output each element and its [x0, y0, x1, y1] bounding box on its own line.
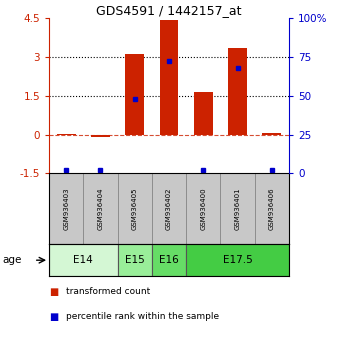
Bar — [57, 134, 76, 135]
Bar — [125, 54, 144, 135]
Bar — [152, 173, 186, 244]
Text: transformed count: transformed count — [66, 287, 150, 296]
Text: GSM936406: GSM936406 — [269, 188, 275, 230]
Bar — [262, 133, 281, 135]
Bar — [186, 173, 220, 244]
Bar — [118, 244, 152, 276]
Text: GSM936402: GSM936402 — [166, 188, 172, 230]
Text: GSM936401: GSM936401 — [235, 188, 241, 230]
Bar — [186, 244, 289, 276]
Text: GSM936403: GSM936403 — [63, 188, 69, 230]
Text: GSM936405: GSM936405 — [132, 188, 138, 230]
Bar — [160, 20, 178, 135]
Bar — [228, 47, 247, 135]
Text: E15: E15 — [125, 255, 145, 265]
Bar — [49, 173, 83, 244]
Bar — [91, 135, 110, 137]
Bar — [152, 244, 186, 276]
Text: age: age — [3, 255, 22, 265]
Bar — [118, 173, 152, 244]
Bar — [194, 92, 213, 135]
Text: ■: ■ — [49, 312, 58, 321]
Text: GSM936400: GSM936400 — [200, 188, 206, 230]
Bar — [49, 244, 118, 276]
Text: E16: E16 — [159, 255, 179, 265]
Text: E14: E14 — [73, 255, 93, 265]
Bar — [83, 173, 118, 244]
Text: percentile rank within the sample: percentile rank within the sample — [66, 312, 219, 320]
Bar — [255, 173, 289, 244]
Text: E17.5: E17.5 — [223, 255, 252, 265]
Bar — [220, 173, 255, 244]
Text: GSM936404: GSM936404 — [97, 188, 103, 230]
Text: ■: ■ — [49, 287, 58, 297]
Title: GDS4591 / 1442157_at: GDS4591 / 1442157_at — [96, 4, 242, 17]
